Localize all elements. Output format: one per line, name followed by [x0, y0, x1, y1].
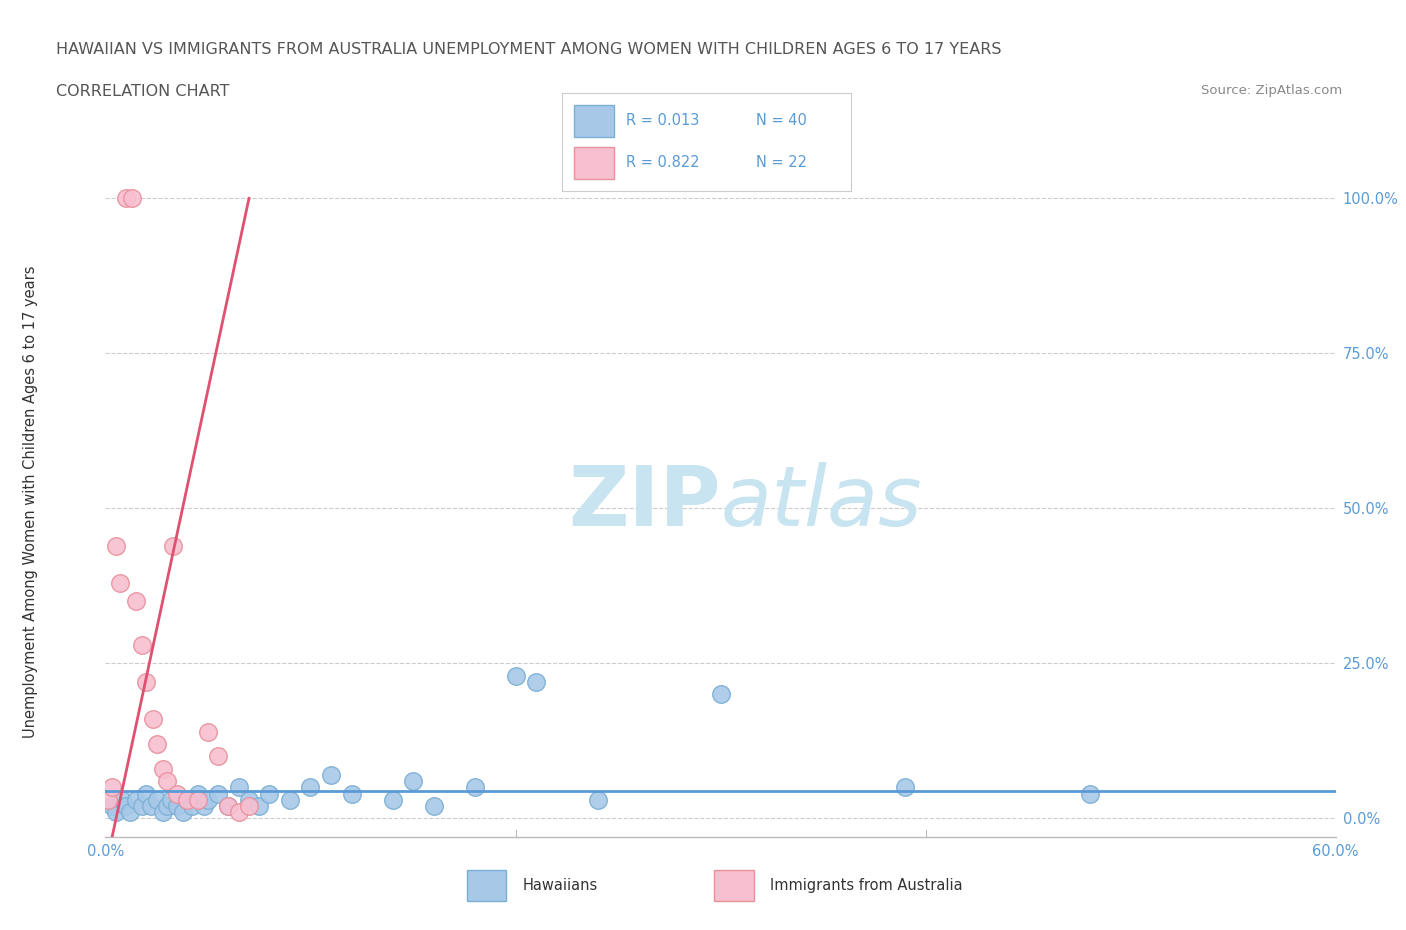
Point — [176, 792, 198, 807]
Point — [156, 774, 179, 789]
Point — [176, 792, 198, 807]
Point — [228, 780, 250, 795]
Bar — [574, 105, 614, 137]
Point — [228, 804, 250, 819]
Point — [145, 792, 167, 807]
Bar — [467, 870, 506, 901]
Point — [187, 786, 209, 801]
Point — [299, 780, 322, 795]
Text: Hawaiians: Hawaiians — [523, 878, 599, 894]
Point — [145, 737, 167, 751]
Point — [207, 749, 229, 764]
Point — [218, 799, 240, 814]
Point — [152, 762, 174, 777]
Point — [166, 799, 188, 814]
Point — [162, 538, 184, 553]
Point — [139, 799, 162, 814]
Text: ZIP: ZIP — [568, 461, 721, 543]
Point — [100, 799, 122, 814]
Point — [100, 780, 122, 795]
Text: N = 40: N = 40 — [755, 113, 807, 128]
Point — [172, 804, 194, 819]
Point — [180, 799, 202, 814]
Text: R = 0.822: R = 0.822 — [626, 155, 699, 170]
Point — [135, 786, 157, 801]
Point — [259, 786, 281, 801]
Point — [422, 799, 444, 814]
Text: CORRELATION CHART: CORRELATION CHART — [56, 84, 229, 99]
Point — [152, 804, 174, 819]
Point — [319, 767, 342, 782]
Point — [1078, 786, 1101, 801]
Point — [121, 191, 143, 206]
Point — [207, 786, 229, 801]
Point — [115, 191, 138, 206]
Text: R = 0.013: R = 0.013 — [626, 113, 699, 128]
Point — [586, 792, 609, 807]
Point — [197, 792, 219, 807]
Point — [381, 792, 404, 807]
Point — [524, 674, 547, 689]
Point — [115, 799, 138, 814]
Point — [894, 780, 917, 795]
Text: atlas: atlas — [721, 461, 922, 543]
Point — [464, 780, 486, 795]
Point — [278, 792, 301, 807]
Bar — [574, 147, 614, 179]
Text: Unemployment Among Women with Children Ages 6 to 17 years: Unemployment Among Women with Children A… — [24, 266, 38, 738]
Point — [238, 792, 260, 807]
Point — [166, 786, 188, 801]
Point — [96, 792, 118, 807]
Point — [104, 804, 127, 819]
Point — [710, 687, 733, 702]
Text: N = 22: N = 22 — [755, 155, 807, 170]
Point — [125, 594, 148, 609]
Point — [135, 674, 157, 689]
Point — [142, 711, 165, 726]
Bar — [714, 870, 754, 901]
Point — [187, 792, 209, 807]
Point — [108, 576, 131, 591]
Point — [247, 799, 270, 814]
Text: HAWAIIAN VS IMMIGRANTS FROM AUSTRALIA UNEMPLOYMENT AMONG WOMEN WITH CHILDREN AGE: HAWAIIAN VS IMMIGRANTS FROM AUSTRALIA UN… — [56, 42, 1001, 57]
Text: Source: ZipAtlas.com: Source: ZipAtlas.com — [1202, 84, 1343, 97]
Point — [505, 669, 527, 684]
Point — [218, 799, 240, 814]
Point — [402, 774, 425, 789]
Point — [125, 792, 148, 807]
Point — [120, 804, 141, 819]
Point — [197, 724, 219, 739]
Point — [131, 799, 153, 814]
Point — [111, 792, 134, 807]
Point — [156, 799, 179, 814]
Point — [160, 792, 183, 807]
Point — [340, 786, 363, 801]
Text: Immigrants from Australia: Immigrants from Australia — [770, 878, 963, 894]
Point — [131, 637, 153, 652]
Point — [193, 799, 215, 814]
Point — [238, 799, 260, 814]
Point — [104, 538, 127, 553]
